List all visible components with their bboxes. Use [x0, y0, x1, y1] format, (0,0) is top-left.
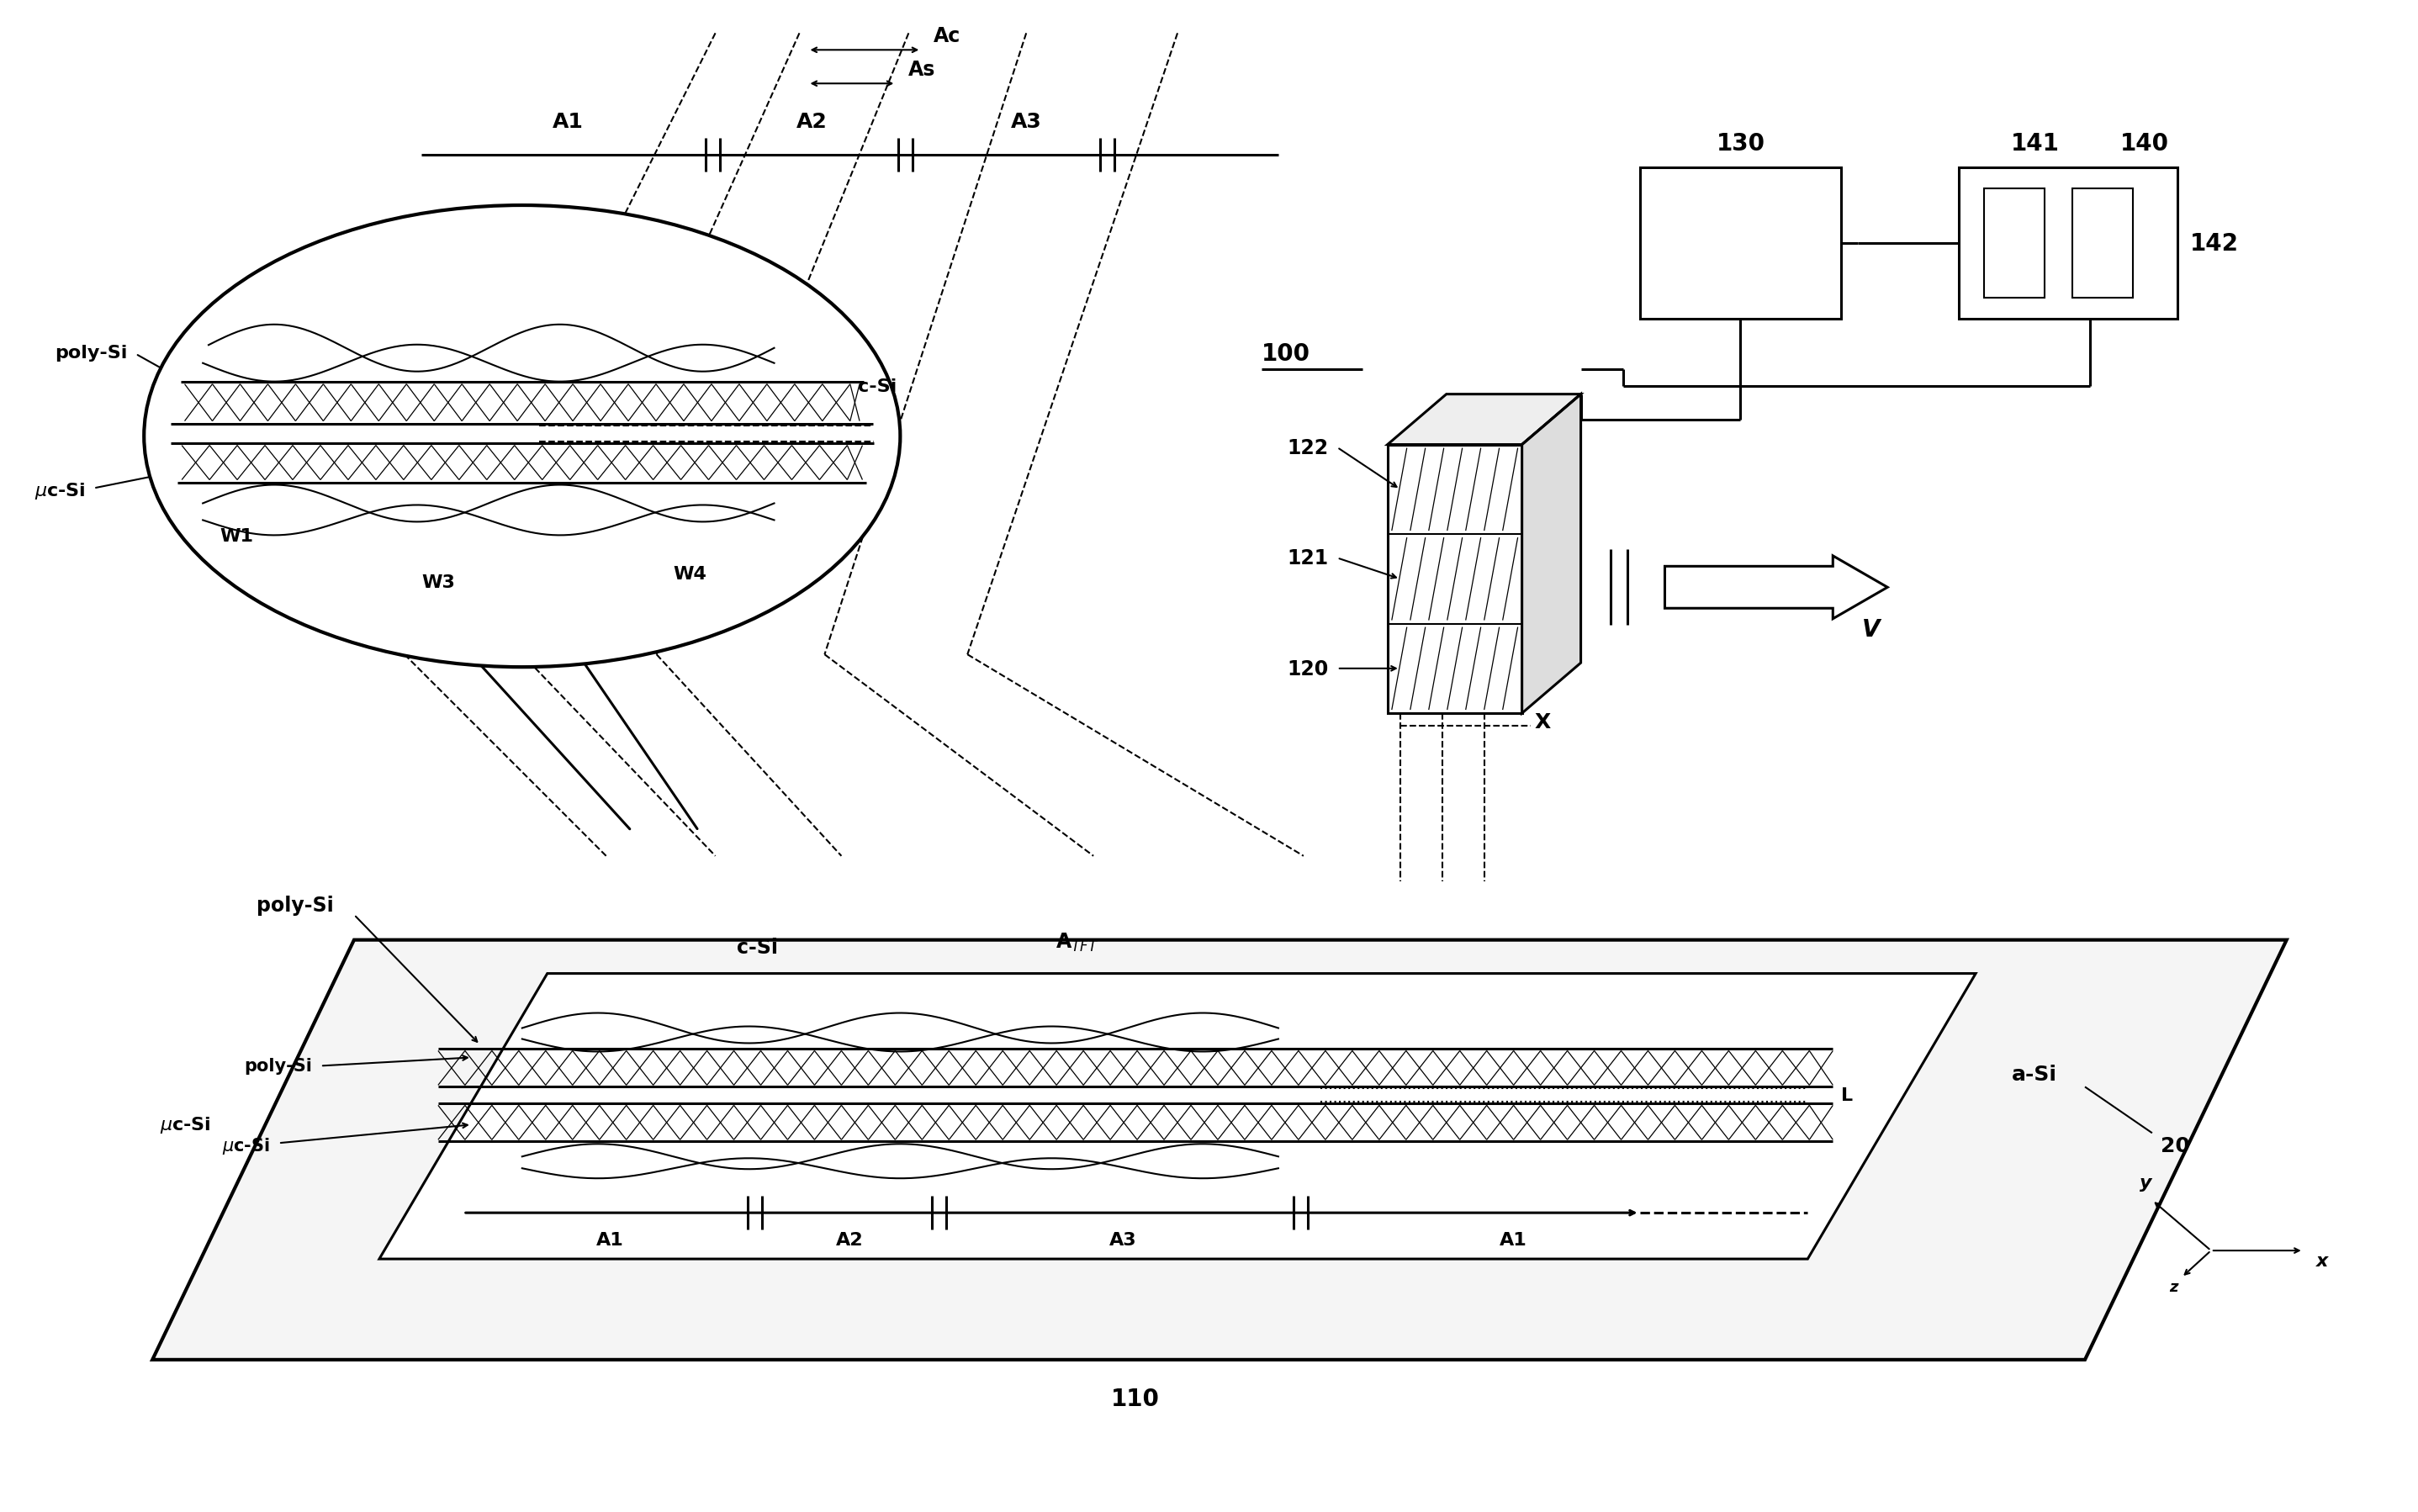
Text: y: y	[2140, 1175, 2152, 1191]
Text: W1: W1	[220, 528, 254, 544]
Text: V: V	[1862, 618, 1881, 641]
Text: a-Si: a-Si	[2012, 1064, 2058, 1084]
Polygon shape	[380, 974, 1976, 1259]
Text: poly-Si: poly-Si	[244, 1058, 312, 1075]
Text: A1: A1	[1499, 1231, 1528, 1249]
Text: Ac: Ac	[933, 26, 960, 47]
Text: 140: 140	[2121, 132, 2169, 156]
Text: A1: A1	[554, 112, 583, 132]
Text: poly-Si: poly-Si	[56, 345, 128, 361]
Text: 20: 20	[2162, 1136, 2191, 1155]
Text: 110: 110	[1112, 1387, 1161, 1411]
Polygon shape	[1521, 395, 1581, 714]
Text: 121: 121	[1286, 549, 1330, 569]
Text: A3: A3	[1110, 1231, 1136, 1249]
Text: 120: 120	[1286, 659, 1330, 679]
Text: A3: A3	[1011, 112, 1042, 132]
Text: L: L	[1840, 1087, 1852, 1104]
Text: $\mu$c-Si: $\mu$c-Si	[34, 481, 85, 502]
Bar	[2072, 189, 2133, 298]
Text: c-Si: c-Si	[858, 378, 897, 395]
Text: 122: 122	[1286, 438, 1330, 458]
Text: 130: 130	[1717, 132, 1765, 156]
Text: W4: W4	[672, 565, 706, 582]
Text: x: x	[2316, 1252, 2329, 1269]
Text: A$_{TFT}$: A$_{TFT}$	[1054, 931, 1098, 953]
Ellipse shape	[145, 206, 899, 667]
FancyArrow shape	[1666, 556, 1888, 620]
Polygon shape	[152, 940, 2287, 1359]
Bar	[1639, 168, 1840, 319]
Text: poly-Si: poly-Si	[256, 895, 334, 915]
Bar	[1388, 445, 1521, 714]
Text: z: z	[2169, 1279, 2179, 1294]
Text: $\mu$c-Si: $\mu$c-Si	[222, 1136, 271, 1155]
Text: W3: W3	[421, 575, 455, 591]
Text: X: X	[1535, 712, 1550, 732]
Text: A1: A1	[597, 1231, 624, 1249]
Text: As: As	[909, 60, 936, 80]
Text: A2: A2	[796, 112, 827, 132]
Bar	[1959, 168, 2176, 319]
Text: A2: A2	[837, 1231, 863, 1249]
Text: c-Si: c-Si	[737, 937, 779, 957]
Text: 142: 142	[2191, 231, 2239, 256]
Text: 100: 100	[1262, 342, 1311, 366]
Bar	[1985, 189, 2046, 298]
Polygon shape	[1388, 395, 1581, 445]
Text: $\mu$c-Si: $\mu$c-Si	[160, 1114, 210, 1136]
Text: 141: 141	[2012, 132, 2060, 156]
